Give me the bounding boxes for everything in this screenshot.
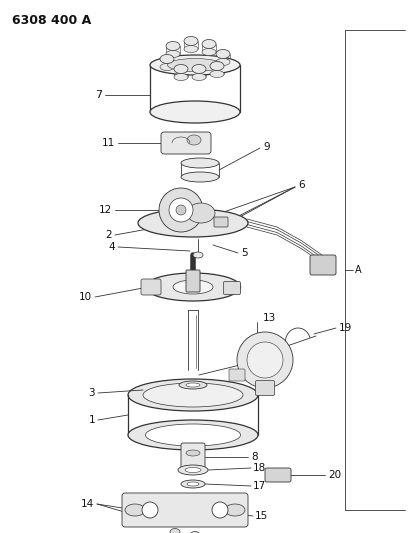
Text: 7: 7	[94, 90, 102, 100]
Ellipse shape	[160, 54, 173, 63]
Text: 17: 17	[252, 481, 265, 491]
Ellipse shape	[178, 465, 207, 475]
Ellipse shape	[209, 70, 223, 77]
Ellipse shape	[150, 55, 239, 75]
Ellipse shape	[160, 63, 173, 70]
Ellipse shape	[187, 135, 200, 145]
Ellipse shape	[191, 74, 205, 80]
Ellipse shape	[225, 504, 245, 516]
Ellipse shape	[173, 64, 188, 74]
Text: 11: 11	[101, 138, 115, 148]
Ellipse shape	[145, 273, 240, 301]
Circle shape	[169, 198, 193, 222]
Text: 18: 18	[252, 463, 265, 473]
Ellipse shape	[202, 49, 216, 55]
FancyBboxPatch shape	[213, 217, 227, 227]
Text: 20: 20	[327, 470, 340, 480]
Ellipse shape	[180, 480, 204, 488]
Ellipse shape	[184, 467, 200, 472]
Ellipse shape	[179, 381, 207, 389]
Text: 10: 10	[79, 292, 92, 302]
FancyBboxPatch shape	[309, 255, 335, 275]
FancyBboxPatch shape	[141, 279, 161, 295]
Text: 4: 4	[108, 242, 115, 252]
Text: 14: 14	[81, 499, 94, 509]
Circle shape	[175, 205, 186, 215]
Text: 3: 3	[88, 388, 95, 398]
Ellipse shape	[193, 252, 202, 258]
FancyBboxPatch shape	[161, 132, 211, 154]
Ellipse shape	[186, 450, 200, 456]
Text: 2: 2	[105, 230, 112, 240]
Ellipse shape	[189, 531, 200, 533]
Ellipse shape	[138, 209, 247, 237]
FancyBboxPatch shape	[255, 381, 274, 395]
Ellipse shape	[143, 383, 243, 407]
Text: 5: 5	[240, 248, 247, 258]
Text: 1: 1	[88, 415, 95, 425]
Ellipse shape	[173, 280, 213, 294]
Ellipse shape	[170, 529, 180, 533]
FancyBboxPatch shape	[180, 443, 204, 469]
Ellipse shape	[209, 61, 223, 70]
Ellipse shape	[187, 203, 214, 223]
Circle shape	[246, 342, 282, 378]
FancyBboxPatch shape	[264, 468, 290, 482]
Text: 6: 6	[297, 180, 304, 190]
Circle shape	[211, 502, 227, 518]
FancyBboxPatch shape	[122, 493, 247, 527]
FancyBboxPatch shape	[229, 369, 245, 381]
Ellipse shape	[186, 383, 200, 387]
Ellipse shape	[187, 482, 198, 486]
Ellipse shape	[216, 59, 229, 66]
Ellipse shape	[166, 42, 180, 51]
Ellipse shape	[128, 379, 257, 411]
Text: 12: 12	[99, 205, 112, 215]
Ellipse shape	[202, 39, 216, 49]
Text: 9: 9	[262, 142, 269, 152]
Ellipse shape	[145, 424, 240, 446]
Ellipse shape	[191, 64, 205, 74]
Ellipse shape	[184, 45, 198, 52]
Ellipse shape	[150, 101, 239, 123]
Circle shape	[236, 332, 292, 388]
FancyBboxPatch shape	[223, 281, 240, 295]
Ellipse shape	[180, 158, 218, 168]
Text: A: A	[354, 265, 361, 275]
Circle shape	[159, 188, 202, 232]
FancyBboxPatch shape	[186, 270, 200, 292]
Ellipse shape	[216, 50, 229, 59]
Circle shape	[142, 502, 157, 518]
Ellipse shape	[125, 504, 145, 516]
Text: 6308 400 A: 6308 400 A	[12, 14, 91, 27]
Ellipse shape	[184, 36, 198, 45]
Ellipse shape	[180, 172, 218, 182]
Text: 13: 13	[262, 313, 276, 323]
Ellipse shape	[167, 59, 222, 71]
Text: 8: 8	[250, 452, 257, 462]
Ellipse shape	[173, 74, 188, 80]
Text: 15: 15	[254, 511, 267, 521]
Ellipse shape	[166, 51, 180, 58]
Ellipse shape	[128, 420, 257, 450]
Text: 19: 19	[338, 323, 351, 333]
